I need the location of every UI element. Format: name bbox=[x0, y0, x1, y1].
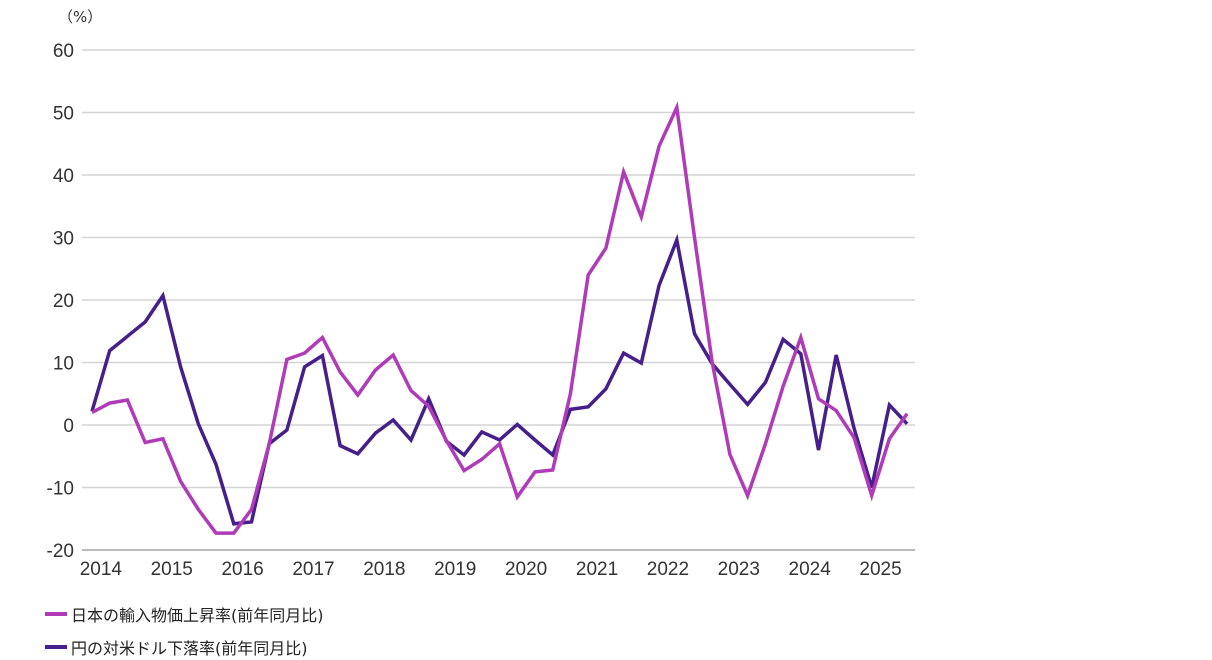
x-tick-label: 2024 bbox=[789, 559, 832, 580]
y-tick-label: 40 bbox=[53, 166, 74, 187]
y-tick-label: 50 bbox=[53, 104, 74, 125]
x-tick-label: 2017 bbox=[292, 559, 334, 580]
y-tick-label: 20 bbox=[53, 291, 74, 312]
legend-swatch bbox=[45, 612, 67, 616]
x-tick-label: 2016 bbox=[221, 559, 263, 580]
x-tick-label: 2018 bbox=[363, 559, 405, 580]
x-tick-label: 2019 bbox=[434, 559, 476, 580]
y-tick-label: 10 bbox=[53, 354, 74, 375]
y-tick-label: 60 bbox=[53, 41, 74, 62]
legend-label: 日本の輸入物価上昇率(前年同月比) bbox=[71, 606, 324, 625]
x-tick-label: 2023 bbox=[718, 559, 760, 580]
legend-item-import-prices: 日本の輸入物価上昇率(前年同月比) bbox=[45, 602, 324, 626]
x-tick-label: 2015 bbox=[151, 559, 193, 580]
y-tick-label: -20 bbox=[47, 541, 74, 562]
y-tick-label: -10 bbox=[47, 479, 74, 500]
y-unit-label: （%） bbox=[58, 8, 102, 26]
series-line-0 bbox=[91, 101, 909, 535]
legend-item-yen-decline: 円の対米ドル下落率(前年同月比) bbox=[45, 635, 308, 659]
y-tick-label: 30 bbox=[53, 229, 74, 250]
x-tick-label: 2025 bbox=[859, 559, 901, 580]
x-tick-label: 2020 bbox=[505, 559, 547, 580]
legend-label: 円の対米ドル下落率(前年同月比) bbox=[71, 639, 308, 658]
series-line-1 bbox=[90, 233, 909, 526]
x-tick-label: 2022 bbox=[647, 559, 689, 580]
y-tick-label: 0 bbox=[63, 416, 74, 437]
legend-swatch bbox=[45, 645, 67, 649]
x-tick-label: 2021 bbox=[576, 559, 618, 580]
x-tick-label: 2014 bbox=[80, 559, 123, 580]
